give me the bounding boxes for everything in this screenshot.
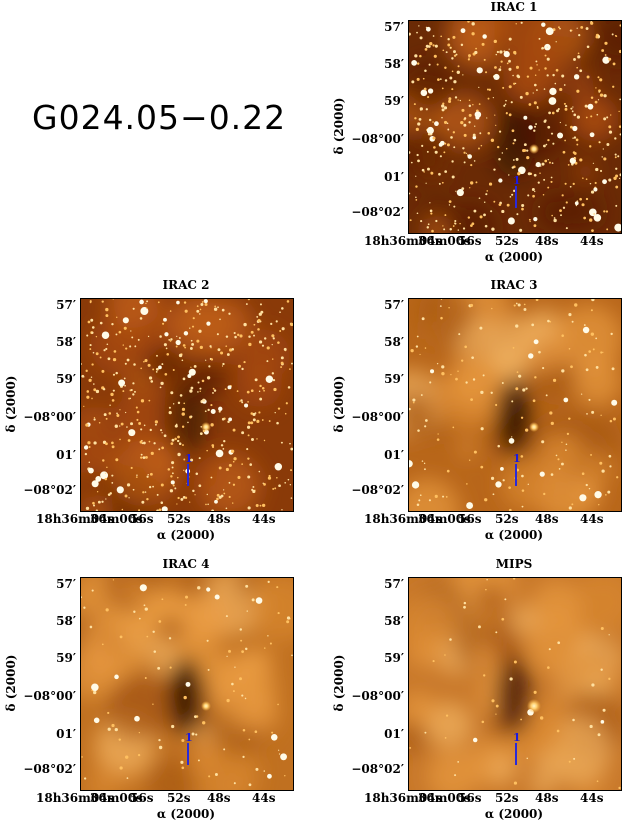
y-tick-label: 58′ [384, 335, 404, 349]
x-tick-label: 44s [580, 512, 604, 526]
image-frame [408, 577, 622, 791]
source-marker-label: 1 [513, 174, 521, 187]
x-tick-label: 18h36m04s [36, 791, 115, 805]
source-marker-line [515, 464, 517, 486]
x-tick-label: 18h36m04s [364, 512, 443, 526]
image-frame [80, 298, 294, 512]
x-tick-label: 56s [458, 791, 482, 805]
image-frame [80, 577, 294, 791]
y-tick-label: 59′ [56, 372, 76, 386]
y-tick-label: 01′ [384, 170, 404, 184]
x-tick-label: 56s [130, 791, 154, 805]
y-tick-label: 57′ [384, 577, 404, 591]
y-tick-label: 01′ [384, 448, 404, 462]
source-marker-label: 1 [513, 452, 521, 465]
x-tick-label: 36m00s [90, 791, 143, 805]
panel-title: MIPS [495, 557, 533, 571]
x-tick-label: 18h36m04s [364, 234, 443, 248]
y-tick-label: 58′ [384, 614, 404, 628]
sky-image [409, 21, 621, 233]
y-tick-label: 58′ [384, 57, 404, 71]
y-tick-label: −08°00′ [23, 689, 76, 703]
x-tick-label: 44s [580, 791, 604, 805]
y-tick-label: 57′ [56, 577, 76, 591]
sky-image [409, 578, 621, 790]
panel-title: IRAC 4 [162, 557, 210, 571]
source-marker-label: 1 [513, 731, 521, 744]
x-tick-label: 52s [167, 791, 191, 805]
x-tick-label: 36m00s [418, 234, 471, 248]
y-tick-label: −08°00′ [351, 132, 404, 146]
y-tick-label: 58′ [56, 614, 76, 628]
x-tick-label: 36m00s [90, 512, 143, 526]
x-tick-label: 56s [458, 512, 482, 526]
y-tick-label: 59′ [384, 651, 404, 665]
y-tick-label: −08°02′ [23, 483, 76, 497]
x-tick-label: 56s [458, 234, 482, 248]
y-tick-label: −08°02′ [351, 205, 404, 219]
x-axis-label: α (2000) [156, 528, 216, 542]
y-tick-label: −08°02′ [23, 762, 76, 776]
sky-image [81, 299, 293, 511]
x-tick-label: 44s [252, 512, 276, 526]
x-tick-label: 52s [495, 791, 519, 805]
panel-title: IRAC 3 [490, 278, 538, 292]
x-tick-label: 48s [207, 791, 231, 805]
y-tick-label: −08°02′ [351, 483, 404, 497]
source-marker-line [515, 186, 517, 208]
x-tick-label: 48s [535, 234, 559, 248]
x-axis-label: α (2000) [484, 528, 544, 542]
source-marker-label: 1 [185, 731, 193, 744]
x-tick-label: 52s [495, 234, 519, 248]
source-marker-line [515, 743, 517, 765]
y-tick-label: 57′ [384, 298, 404, 312]
y-tick-label: 01′ [56, 727, 76, 741]
image-frame [408, 20, 622, 234]
y-tick-label: −08°00′ [351, 689, 404, 703]
y-tick-label: 57′ [384, 20, 404, 34]
y-tick-label: 59′ [384, 372, 404, 386]
y-tick-label: 01′ [384, 727, 404, 741]
y-tick-label: 58′ [56, 335, 76, 349]
source-marker-label: 1 [185, 452, 193, 465]
x-tick-label: 48s [207, 512, 231, 526]
source-marker-line [187, 464, 189, 486]
x-tick-label: 36m00s [418, 791, 471, 805]
x-tick-label: 44s [252, 791, 276, 805]
panel-title: IRAC 1 [490, 0, 538, 14]
source-marker-line [187, 743, 189, 765]
x-tick-label: 36m00s [418, 512, 471, 526]
x-axis-label: α (2000) [156, 807, 216, 821]
y-tick-label: 01′ [56, 448, 76, 462]
x-tick-label: 48s [535, 512, 559, 526]
y-tick-label: 59′ [56, 651, 76, 665]
y-tick-label: 59′ [384, 94, 404, 108]
x-tick-label: 52s [167, 512, 191, 526]
x-tick-label: 48s [535, 791, 559, 805]
panel-title: IRAC 2 [162, 278, 210, 292]
y-tick-label: −08°00′ [351, 410, 404, 424]
sky-image [81, 578, 293, 790]
x-tick-label: 18h36m04s [36, 512, 115, 526]
y-tick-label: −08°00′ [23, 410, 76, 424]
y-tick-label: 57′ [56, 298, 76, 312]
x-tick-label: 44s [580, 234, 604, 248]
source-name-title: G024.05−0.22 [32, 98, 287, 137]
x-tick-label: 18h36m04s [364, 791, 443, 805]
x-tick-label: 52s [495, 512, 519, 526]
y-tick-label: −08°02′ [351, 762, 404, 776]
x-tick-label: 56s [130, 512, 154, 526]
x-axis-label: α (2000) [484, 250, 544, 264]
x-axis-label: α (2000) [484, 807, 544, 821]
